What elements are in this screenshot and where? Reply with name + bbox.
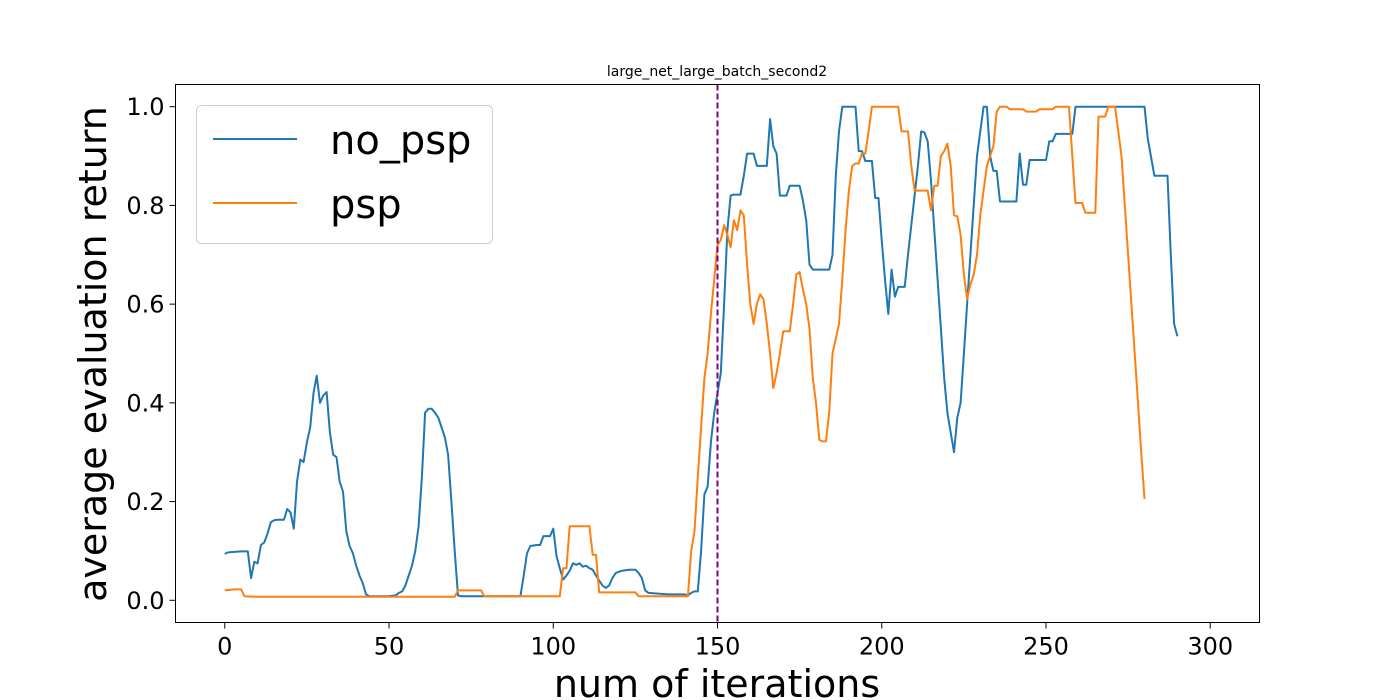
x-tick-label: 250	[1023, 633, 1069, 661]
x-axis: 0 50 100 150 200 250 300	[217, 622, 1233, 661]
series-line-no_psp	[224, 105, 1179, 598]
y-axis-label: average evaluation return	[71, 106, 115, 602]
y-tick-label: 0.4	[126, 389, 164, 417]
x-tick-label: 50	[374, 633, 405, 661]
x-axis-label: num of iterations	[554, 662, 880, 700]
x-tick-label: 300	[1187, 633, 1233, 661]
x-tick-label: 150	[695, 633, 741, 661]
y-tick-label: 0.6	[126, 291, 164, 319]
legend: no_psp psp	[196, 105, 493, 244]
legend-label-psp: psp	[330, 182, 402, 228]
y-tick-label: 1.0	[126, 93, 164, 121]
series-line-psp	[224, 105, 1146, 598]
y-tick-label: 0.0	[126, 587, 164, 615]
y-tick-label: 0.2	[126, 488, 164, 516]
y-tick-label: 0.8	[126, 192, 164, 220]
plot-area	[224, 84, 1179, 623]
x-tick-label: 0	[217, 633, 232, 661]
legend-label-no_psp: no_psp	[330, 118, 471, 164]
x-tick-label: 200	[859, 633, 905, 661]
chart-title: large_net_large_batch_second2	[607, 64, 827, 80]
y-axis: 0.0 0.2 0.4 0.6 0.8 1.0	[126, 93, 176, 615]
x-tick-label: 100	[530, 633, 576, 661]
